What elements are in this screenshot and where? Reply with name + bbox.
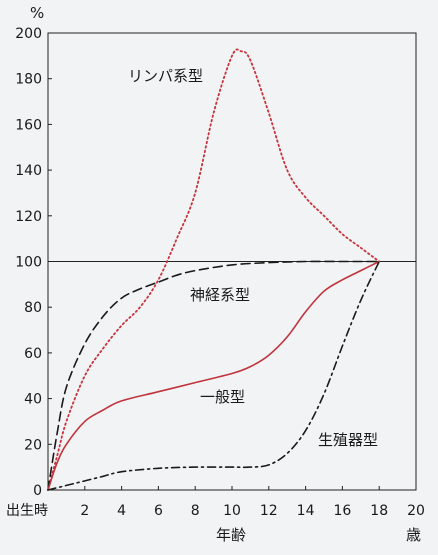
y-unit-label: % xyxy=(30,4,44,22)
series-line-neural xyxy=(47,260,380,491)
x-tick-label: 16 xyxy=(333,503,351,519)
y-tick-label: 160 xyxy=(15,117,42,133)
x-tick-label: 10 xyxy=(223,503,241,519)
x-tick-label: 14 xyxy=(297,503,315,519)
series-line-general xyxy=(47,260,380,491)
y-tick-label: 60 xyxy=(24,346,42,362)
y-tick-label: 80 xyxy=(24,300,42,316)
y-tick-label: 100 xyxy=(15,255,42,271)
x-unit-label: 歳 xyxy=(406,526,421,544)
x-tick-label: 8 xyxy=(191,503,200,519)
y-tick-label: 20 xyxy=(24,437,42,453)
x-tick-label: 18 xyxy=(370,503,388,519)
x-tick-label: 12 xyxy=(260,503,278,519)
y-tick-label: 0 xyxy=(33,483,42,499)
series-label-neural: 神経系型 xyxy=(190,286,250,304)
x-origin-label: 出生時 xyxy=(6,503,48,519)
series-label-reproductive: 生殖器型 xyxy=(318,431,378,449)
y-tick-label: 200 xyxy=(15,26,42,42)
x-axis-label: 年齢 xyxy=(216,526,246,544)
series-line-reproductive xyxy=(47,260,380,491)
x-tick-label: 6 xyxy=(154,503,163,519)
y-tick-label: 180 xyxy=(15,72,42,88)
y-tick-label: 40 xyxy=(24,392,42,408)
x-tick-label: 2 xyxy=(80,503,89,519)
y-tick-label: 120 xyxy=(15,209,42,225)
series-label-general: 一般型 xyxy=(200,388,245,406)
x-tick-label: 20 xyxy=(407,503,425,519)
series-label-lymph: リンパ系型 xyxy=(128,67,203,85)
y-tick-label: 140 xyxy=(15,163,42,179)
series-line-lymphatic xyxy=(47,48,381,491)
x-tick-label: 4 xyxy=(117,503,126,519)
